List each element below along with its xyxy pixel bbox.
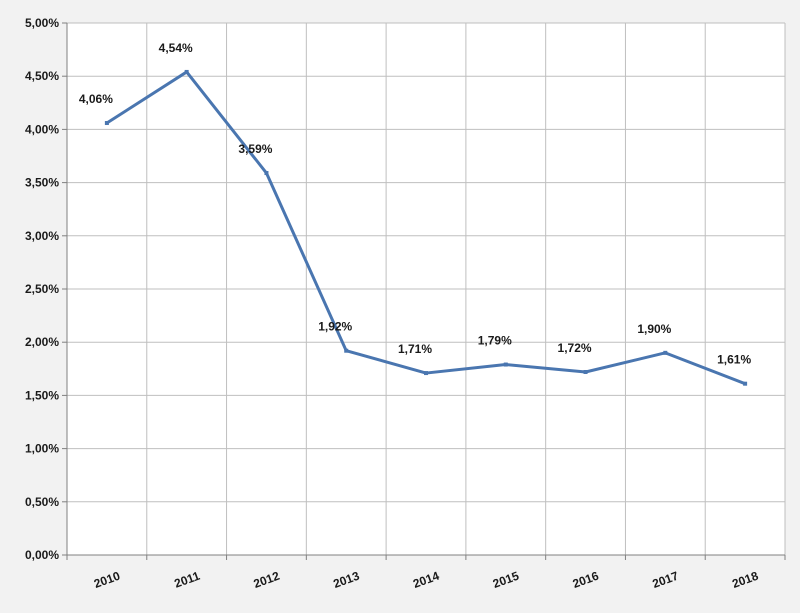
y-tick-label: 1,50% <box>25 388 59 402</box>
data-point <box>743 381 748 386</box>
data-point <box>663 350 668 355</box>
y-tick-label: 2,50% <box>25 282 59 296</box>
x-tick-label: 2014 <box>411 569 441 591</box>
data-point <box>104 121 109 126</box>
x-axis-tick-labels: 2010 2011 2012 2013 2014 2015 2016 2017 2018 <box>92 569 760 591</box>
data-label: 1,71% <box>398 342 432 356</box>
data-point <box>424 371 428 376</box>
data-point <box>503 362 508 367</box>
y-tick-label: 3,50% <box>25 176 59 190</box>
y-tick-label: 4,00% <box>25 122 59 136</box>
y-tick-label: 0,50% <box>25 495 59 509</box>
data-label: 3,59% <box>238 142 272 156</box>
x-tick-label: 2017 <box>650 569 680 591</box>
y-tick-label: 3,00% <box>25 229 59 243</box>
data-point <box>344 348 349 353</box>
data-point <box>184 69 189 74</box>
data-label: 1,92% <box>318 320 352 334</box>
data-label: 1,79% <box>478 334 512 348</box>
data-point <box>583 369 588 374</box>
y-tick-label: 4,50% <box>25 69 59 83</box>
y-tick-label: 5,00% <box>25 16 59 30</box>
data-label: 1,90% <box>637 322 671 336</box>
y-tick-label: 1,00% <box>25 442 59 456</box>
axes <box>62 22 786 560</box>
y-tick-label: 0,00% <box>25 548 59 562</box>
x-tick-label: 2018 <box>730 569 760 591</box>
x-tick-label: 2013 <box>331 569 361 591</box>
data-label: 1,72% <box>558 341 592 355</box>
data-label: 4,54% <box>159 41 193 55</box>
y-axis-tick-labels: 0,00% 0,50% 1,00% 1,50% 2,00% 2,50% 3,00% 3,50%… <box>25 16 59 562</box>
x-tick-label: 2015 <box>491 569 521 591</box>
data-point <box>264 171 269 176</box>
x-tick-label: 2016 <box>571 569 601 591</box>
x-tick-label: 2010 <box>92 569 122 591</box>
x-tick-label: 2012 <box>252 569 282 591</box>
y-tick-label: 2,00% <box>25 335 59 349</box>
grid-lines <box>66 22 786 556</box>
data-label: 4,06% <box>79 92 113 106</box>
data-label: 1,61% <box>717 353 751 367</box>
x-tick-label: 2011 <box>172 569 202 591</box>
data-labels: 4,06% 4,54% 3,59% 1,92% 1,71% 1,79% 1,72% 1,90%… <box>79 41 752 367</box>
series-layer <box>104 69 748 386</box>
